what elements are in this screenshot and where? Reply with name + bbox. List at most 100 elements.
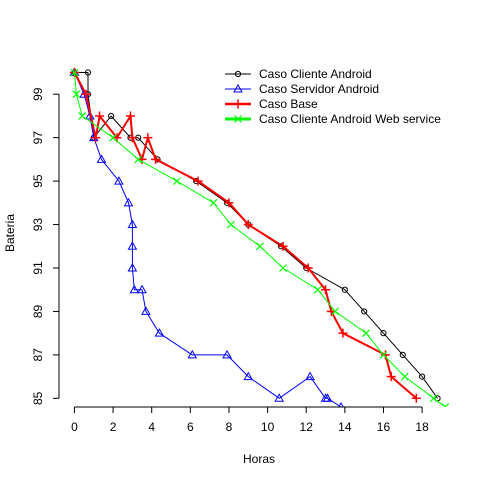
legend-label-4: Caso Cliente Android Web service — [259, 112, 441, 126]
data-point-2-19-shape — [305, 371, 315, 381]
data-point-2-3 — [85, 110, 95, 120]
data-point-2-17-shape — [243, 371, 254, 381]
data-point-2-19 — [305, 371, 315, 381]
axes: 0 2 4 6 8 10 12 14 16 18 85 87 89 91 93 95 97 99 — [31, 87, 429, 434]
data-point-2-17 — [243, 371, 254, 381]
data-point-4-11-b — [313, 285, 322, 294]
data-point-2-13 — [141, 306, 151, 315]
data-point-1-18 — [418, 373, 426, 380]
data-point-3-20 — [386, 372, 396, 382]
data-point-4-14 — [379, 350, 388, 359]
data-point-2-14 — [154, 328, 165, 337]
legend-label-3: Caso Base — [259, 97, 318, 111]
legend-marker-3 — [233, 99, 243, 109]
x-tick-label-4: 6 — [187, 420, 194, 434]
data-point-4-15-b — [400, 372, 409, 381]
legend-item-4: Caso Cliente Android Web service — [225, 112, 441, 126]
data-point-4-2-b — [72, 90, 81, 99]
data-point-2-10 — [127, 262, 138, 272]
data-point-4-11 — [313, 285, 322, 294]
data-point-2-12-shape — [137, 284, 147, 294]
legend-item-2: Caso Servidor Android — [225, 82, 379, 96]
data-point-4-17 — [441, 403, 450, 407]
data-point-4-12-b — [331, 307, 340, 316]
data-point-4-7 — [209, 198, 218, 207]
y-tick-label-1: 85 — [31, 391, 45, 405]
data-point-2-8 — [127, 219, 138, 229]
data-point-4-15 — [400, 372, 409, 381]
data-point-2-16-shape — [222, 349, 232, 359]
data-point-4-9-b — [255, 242, 264, 251]
data-point-1-5 — [108, 112, 115, 120]
data-point-4-3-b — [78, 112, 87, 120]
x-axis-label: Horas — [243, 452, 275, 466]
data-point-4-13 — [362, 329, 371, 338]
data-point-3-7 — [127, 133, 137, 143]
data-point-2-7 — [123, 197, 134, 207]
legend-marker-4-b — [234, 115, 242, 123]
data-point-2-9-shape — [127, 241, 138, 250]
y-tick-label-7: 97 — [31, 131, 45, 145]
data-point-1-14 — [341, 286, 348, 293]
data-point-2-11 — [129, 284, 140, 294]
data-point-1-16 — [380, 330, 387, 337]
y-tick-label-8: 99 — [31, 87, 45, 101]
legend-marker-4 — [234, 115, 242, 123]
data-point-3-3 — [91, 133, 101, 143]
data-point-2-6-shape — [114, 176, 124, 185]
data-point-4-4 — [109, 133, 118, 142]
data-point-2-5-shape — [96, 154, 107, 163]
data-point-1-14-shape — [341, 286, 348, 293]
data-point-1-16-shape — [380, 330, 387, 337]
x-tick-label-3: 4 — [148, 420, 155, 434]
legend-label-2: Caso Servidor Android — [259, 82, 379, 96]
data-point-3-12 — [224, 198, 234, 208]
y-axis-label: Bateria — [3, 214, 17, 252]
data-point-3-2 — [81, 89, 91, 99]
data-point-4-13-b — [362, 329, 371, 338]
data-point-4-8 — [226, 220, 235, 229]
data-point-2-12 — [137, 284, 147, 294]
data-point-4-6-b — [172, 177, 181, 186]
data-point-4-17-a — [441, 403, 447, 407]
data-point-4-3 — [78, 112, 87, 120]
y-tick-label-6: 95 — [31, 174, 45, 188]
data-point-4-10-b — [279, 264, 287, 272]
data-point-3-13 — [243, 220, 253, 230]
legend-item-1: Caso Cliente Android — [225, 67, 372, 81]
data-point-3-16 — [321, 285, 331, 295]
data-point-2-15 — [187, 349, 198, 359]
data-point-2-10-shape — [127, 262, 138, 272]
data-point-2-14-shape — [154, 328, 165, 337]
data-point-3-9 — [143, 133, 153, 143]
data-point-3-19 — [380, 350, 390, 360]
data-point-2-18 — [274, 393, 285, 402]
data-point-4-5 — [134, 155, 143, 164]
data-point-1-2-shape — [84, 69, 92, 76]
x-tick-label-2: 2 — [110, 420, 117, 434]
data-point-2-6 — [114, 176, 124, 185]
data-point-1-17 — [399, 351, 406, 358]
data-point-4-4-b — [109, 133, 118, 142]
y-tick-label-4: 91 — [31, 261, 45, 275]
data-point-2-16 — [222, 349, 232, 359]
data-point-2-15-shape — [187, 349, 198, 359]
data-point-3-14 — [278, 241, 288, 251]
data-point-4-7-b — [209, 198, 218, 207]
data-point-2-21-shape — [322, 393, 333, 402]
series-4 — [70, 68, 450, 407]
data-point-4-6 — [172, 177, 181, 186]
data-point-1-18-shape — [418, 373, 426, 380]
legend-marker-1 — [234, 70, 242, 78]
data-point-2-21 — [322, 393, 333, 402]
data-point-3-10 — [151, 154, 161, 164]
data-point-4-16 — [429, 394, 438, 403]
legend-marker-2-shape — [233, 83, 243, 93]
data-point-2-9 — [127, 241, 138, 250]
data-point-3-17 — [326, 306, 336, 316]
data-point-4-16-b — [429, 394, 438, 403]
data-point-2-3-shape — [85, 110, 95, 120]
y-tick-label-5: 93 — [31, 218, 45, 232]
